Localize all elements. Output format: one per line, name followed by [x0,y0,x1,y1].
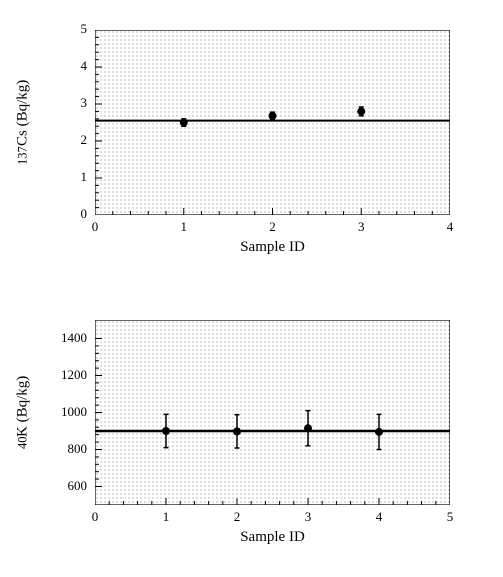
page-root: 01234012345Sample ID137Cs (Bq/kg) 012345… [0,0,503,577]
k40-y-tick-label: 1000 [47,404,87,420]
k40-svg [95,320,450,505]
k40-x-tick-label: 0 [85,509,105,525]
k40-y-axis-label: 40K (Bq/kg) [13,320,33,505]
k40-x-axis-label: Sample ID [95,529,450,546]
k40-data-point [375,428,383,436]
k40-x-tick-label: 3 [298,509,318,525]
k40-data-point [233,427,241,435]
k40-chart: 0 1 2 3 4 5 600 800 1000 1200 1400 Sample ID 40K (Bq… [0,0,503,577]
k40-y-tick-label: 1400 [47,330,87,346]
k40-y-tick-label: 600 [47,478,87,494]
k40-x-tick-label: 4 [369,509,389,525]
k40-dot-pattern [95,320,450,505]
k40-data-point [304,424,312,432]
k40-x-tick-label: 2 [227,509,247,525]
k40-x-tick-label: 1 [156,509,176,525]
k40-x-tick-label: 5 [440,509,460,525]
k40-y-tick-label: 1200 [47,367,87,383]
k40-y-tick-label: 800 [47,441,87,457]
k40-data-point [162,427,170,435]
k40-plot-area [95,320,450,505]
